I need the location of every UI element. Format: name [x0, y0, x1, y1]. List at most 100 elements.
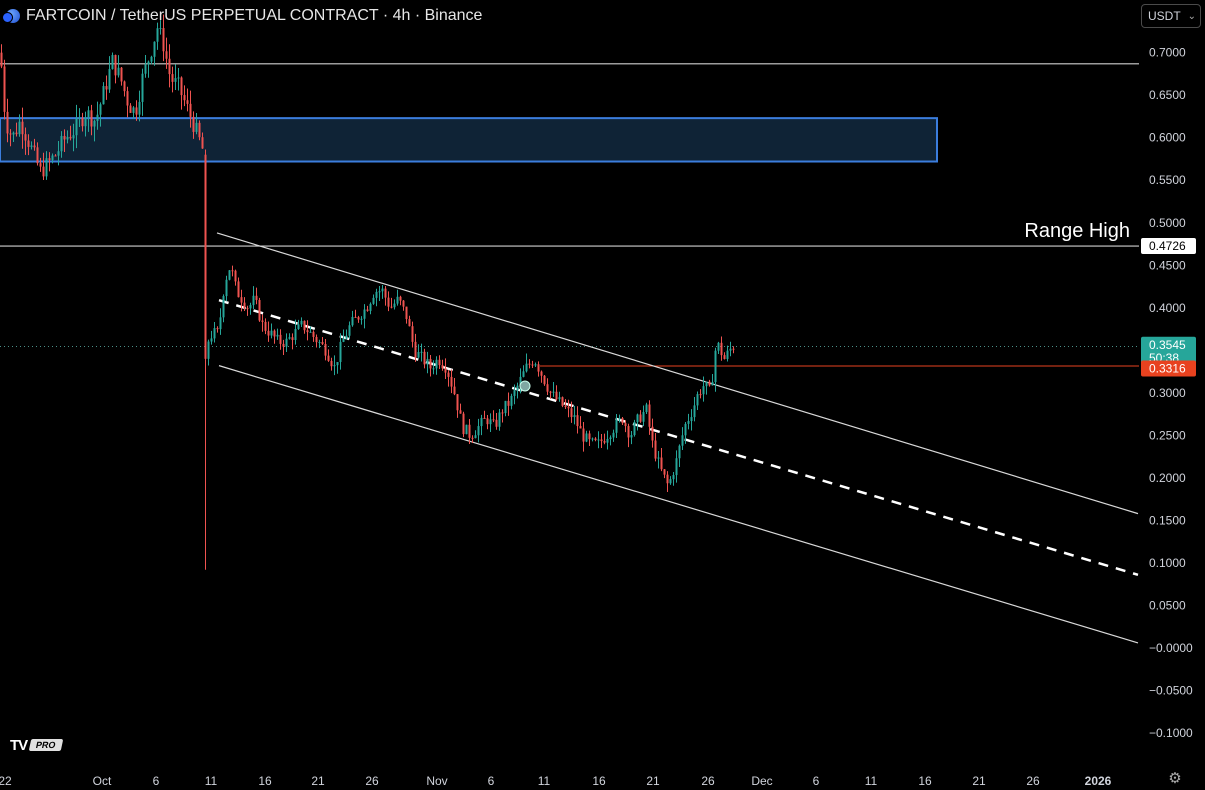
y-axis-tick-label: 0.1500 [1149, 513, 1186, 527]
candle-body [423, 351, 426, 365]
candle-body [420, 351, 423, 353]
candle-body [180, 77, 183, 96]
candle-body [222, 296, 225, 318]
candle-body [456, 394, 459, 411]
candle-body [717, 342, 720, 351]
candle-body [234, 270, 237, 282]
candle-body [54, 155, 57, 157]
candle-body [573, 415, 576, 418]
candle-body [438, 359, 441, 366]
candle-body [417, 352, 420, 358]
candle-body [27, 140, 30, 147]
channel-upper-line [216, 232, 1139, 515]
candle-body [564, 405, 567, 408]
candle-body [624, 423, 627, 427]
x-axis-tick-label: Dec [751, 774, 772, 788]
candle-body [372, 297, 375, 304]
candle-body [687, 421, 690, 424]
x-axis-tick-label: 16 [258, 774, 272, 788]
candle-body [534, 364, 537, 366]
gear-icon[interactable]: ⚙ [1168, 770, 1182, 787]
candle-body [66, 136, 69, 140]
candle-body [570, 408, 573, 418]
x-axis-tick-label: 26 [1026, 774, 1040, 788]
candle-body [639, 414, 642, 422]
candle-body [618, 418, 621, 420]
candle-body [69, 136, 72, 139]
candle-body [666, 474, 669, 484]
candle-body [441, 365, 444, 369]
candle-body [501, 412, 504, 414]
candle-body [147, 61, 150, 65]
symbol-title[interactable]: FARTCOIN / TetherUS PERPETUAL CONTRACT ·… [26, 7, 483, 24]
candle-body [213, 328, 216, 339]
candle-body [696, 394, 699, 406]
candle-body [252, 295, 255, 306]
candle-body [177, 77, 180, 79]
candle-body [294, 329, 297, 341]
candle-body [48, 158, 51, 161]
candle-body [78, 117, 81, 119]
logo-mark: TV [10, 736, 28, 754]
currency-selector[interactable]: USDT ⌄ [1141, 4, 1201, 28]
candle-body [567, 407, 570, 409]
candle-body [135, 107, 138, 115]
candle-body [303, 320, 306, 331]
y-axis-tick-label: 0.6500 [1149, 88, 1186, 102]
candle-body [261, 320, 264, 322]
candle-body [522, 371, 525, 377]
x-axis-tick-label: 16 [918, 774, 932, 788]
candle-body [93, 120, 96, 127]
candle-body [282, 343, 285, 347]
range-high-price-badge-text: 0.4726 [1149, 239, 1186, 253]
candle-body [51, 155, 54, 161]
candle-body [219, 317, 222, 330]
candle-body [360, 318, 363, 320]
candle-body [711, 382, 714, 386]
candle-body [96, 114, 99, 121]
candle-body [405, 306, 408, 320]
candle-body [297, 324, 300, 330]
candle-body [444, 368, 447, 373]
symbol-icon [2, 9, 20, 23]
candle-body [699, 394, 702, 396]
x-axis-tick-label: 21 [972, 774, 986, 788]
tradingview-logo[interactable]: TV PRO [10, 736, 63, 754]
supply-zone [0, 117, 938, 163]
candle-body [453, 386, 456, 395]
candle-body [117, 67, 120, 76]
x-axis-tick-label: 11 [205, 774, 218, 788]
y-axis-tick-label: 0.4000 [1149, 301, 1186, 315]
candle-body [366, 309, 369, 311]
candle-body [60, 135, 63, 152]
y-axis-tick-label: 0.4500 [1149, 258, 1186, 272]
x-axis-tick-label: 16 [592, 774, 606, 788]
x-axis-tick-label: Oct [93, 774, 112, 788]
candle-body [657, 457, 660, 459]
candle-body [171, 74, 174, 82]
candle-body [165, 51, 168, 59]
candle-body [105, 86, 108, 90]
candle-body [483, 417, 486, 419]
candle-body [273, 330, 276, 337]
candle-body [324, 344, 327, 356]
candle-body [33, 145, 36, 148]
candle-body [474, 435, 477, 439]
candle-body [672, 475, 675, 480]
candle-body [714, 350, 717, 383]
candle-body [228, 270, 231, 280]
candle-body [108, 69, 111, 90]
x-axis-tick-label: 6 [488, 774, 495, 788]
candle-body [357, 317, 360, 320]
candle-body [300, 320, 303, 325]
candle-body [153, 41, 156, 57]
currency-label: USDT [1148, 9, 1181, 23]
candle-body [594, 438, 597, 441]
candle-body [249, 305, 252, 309]
x-axis-tick-label: 22 [0, 774, 12, 788]
candle-body [90, 110, 93, 127]
candle-body [24, 134, 27, 141]
candle-body [663, 469, 666, 475]
candle-body [576, 415, 579, 427]
